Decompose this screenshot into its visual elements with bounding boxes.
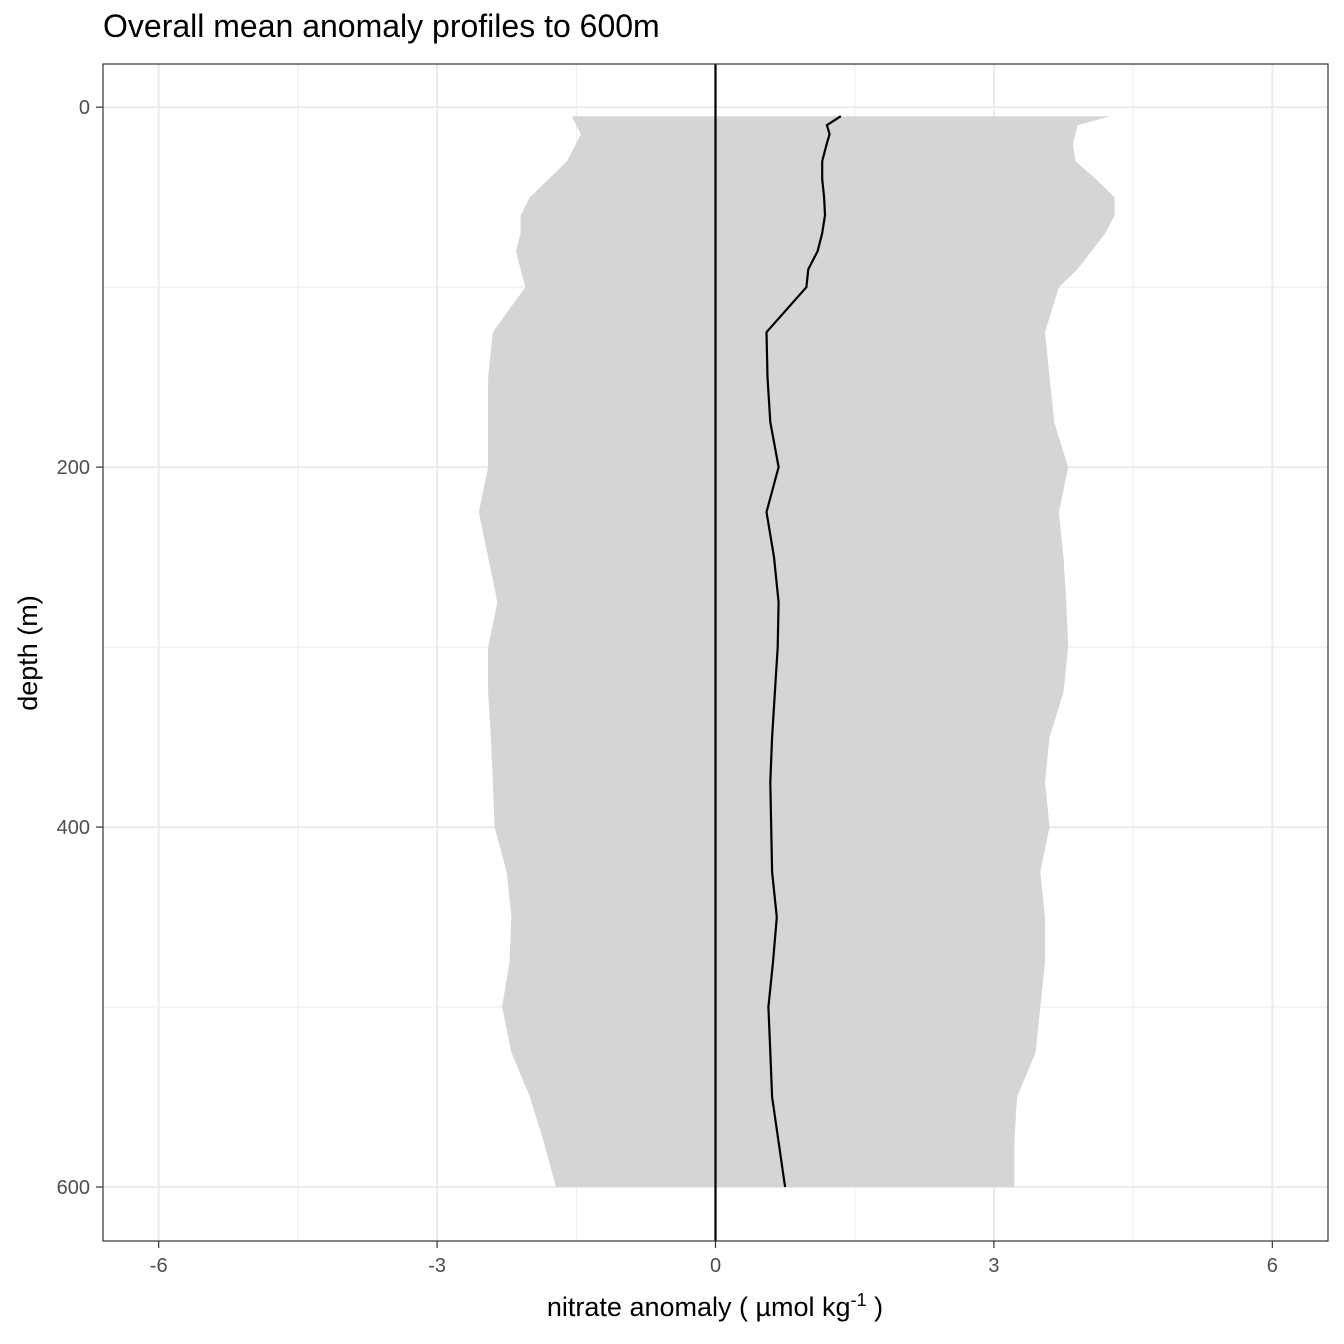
x-tick-label: -3: [428, 1255, 446, 1277]
y-tick-label: 0: [79, 97, 90, 119]
x-tick-label: 3: [988, 1255, 999, 1277]
x-tick-label: 6: [1267, 1255, 1278, 1277]
y-tick-label: 200: [57, 457, 90, 479]
ribbon-layer: [478, 116, 1115, 1188]
x-tick-label: -6: [150, 1255, 168, 1277]
y-axis-title: depth (m): [13, 595, 43, 711]
mean-profile-line: [765, 115, 842, 1188]
x-axis: -6 -3 0 3 6: [150, 1241, 1278, 1277]
x-axis-title-superscript: -1: [851, 1290, 867, 1310]
y-tick-label: 600: [57, 1177, 90, 1199]
x-axis-title-tail: ): [867, 1292, 884, 1322]
y-axis: 0 200 400 600: [57, 97, 103, 1199]
line-layer: [765, 115, 842, 1188]
confidence-ribbon: [478, 116, 1115, 1188]
x-axis-title-main: nitrate anomaly ( µmol kg: [547, 1292, 851, 1322]
chart-title: Overall mean anomaly profiles to 600m: [103, 8, 660, 44]
x-tick-label: 0: [710, 1255, 721, 1277]
y-tick-label: 400: [57, 817, 90, 839]
x-axis-title: nitrate anomaly ( µmol kg-1 ): [547, 1290, 883, 1322]
